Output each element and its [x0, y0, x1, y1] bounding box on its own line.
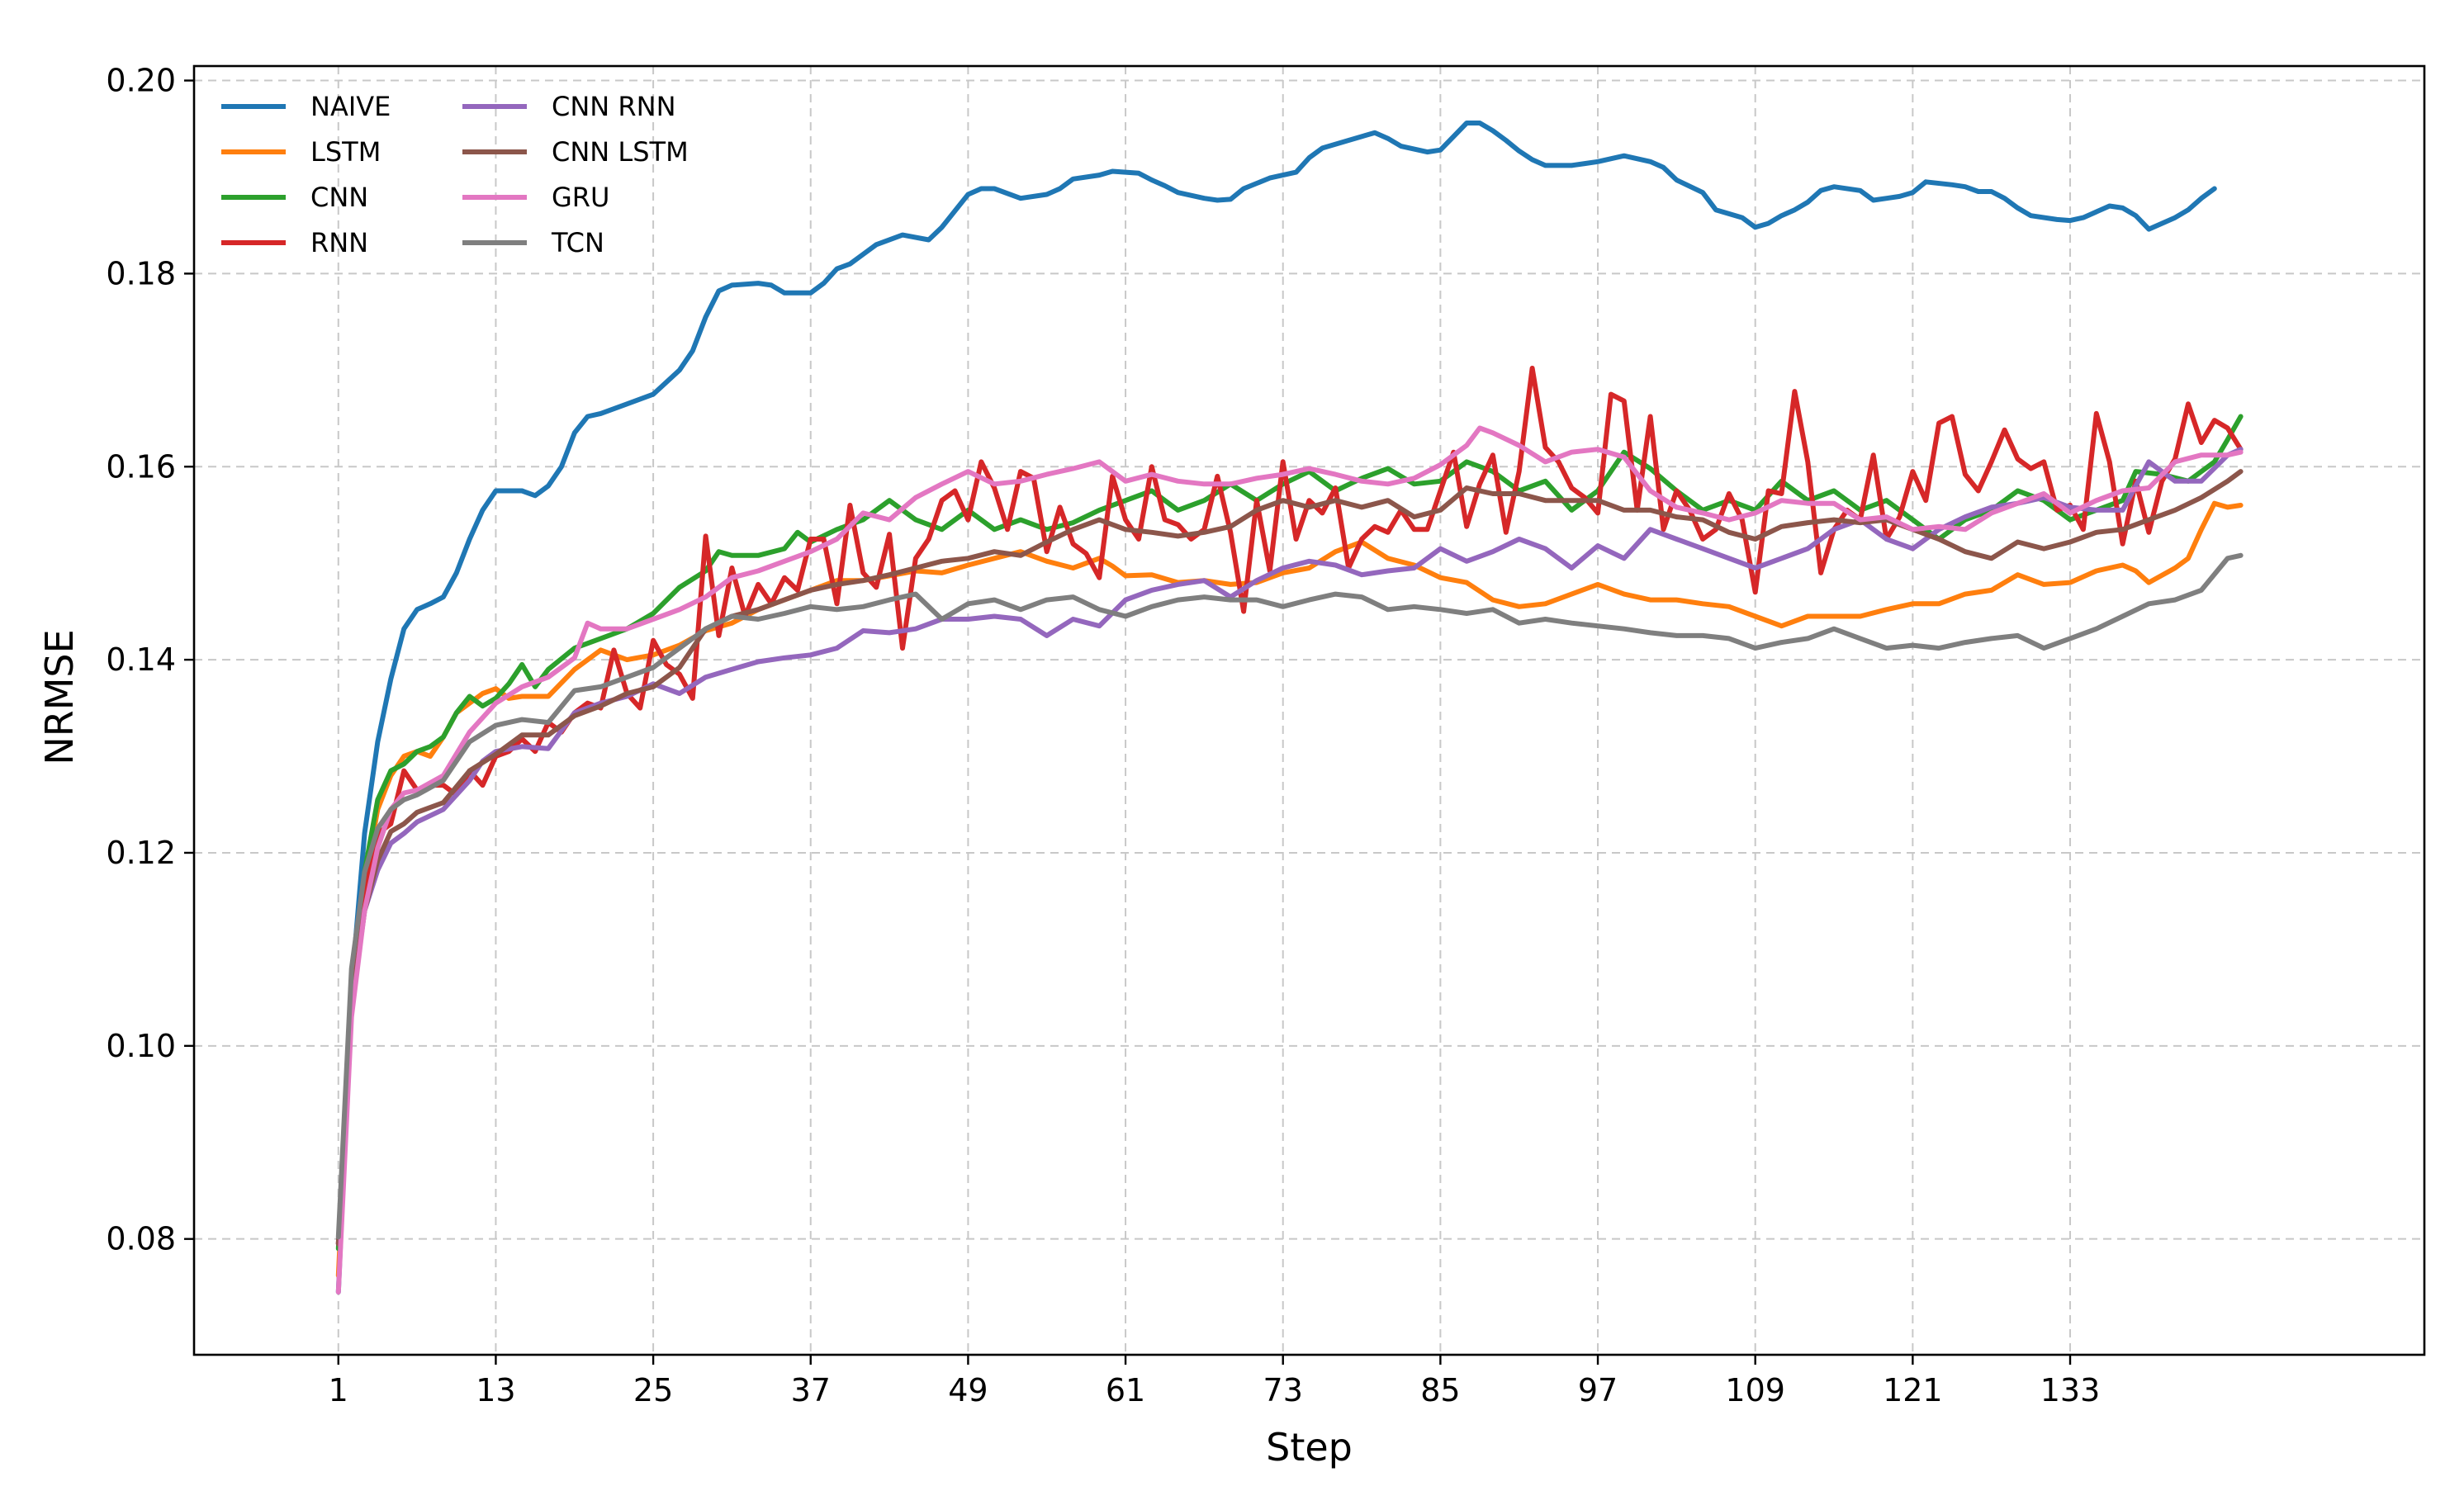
series-line-tcn: [335, 552, 2244, 1240]
legend-label-rnn: RNN: [310, 227, 368, 258]
x-tick-label: 25: [633, 1372, 673, 1408]
series-line-gru: [335, 425, 2244, 1295]
y-axis-title: NRMSE: [37, 629, 82, 764]
legend: NAIVE LSTM CNN RNN CNN RNN CNN LSTM GRU TCN: [221, 91, 689, 258]
x-tick-label: 133: [2040, 1372, 2101, 1408]
x-tick-label: 85: [1420, 1372, 1460, 1408]
x-tick-label: 61: [1106, 1372, 1145, 1408]
x-tick-label: 109: [1725, 1372, 1785, 1408]
x-tick-label: 13: [476, 1372, 515, 1408]
plot-frame: [192, 64, 2426, 1356]
legend-label-naive: NAIVE: [310, 91, 391, 122]
y-tick-label: 0.18: [106, 255, 176, 291]
series-line-naive: [335, 121, 2217, 1295]
y-tick-label: 0.12: [106, 835, 176, 871]
y-tick-label: 0.14: [106, 641, 176, 678]
legend-label-lstm: LSTM: [310, 136, 381, 168]
x-tick-label: 73: [1263, 1372, 1303, 1408]
legend-label-cnn-rnn: CNN RNN: [552, 91, 676, 122]
x-tick-label: 121: [1883, 1372, 1943, 1408]
legend-label-cnn-lstm: CNN LSTM: [552, 136, 689, 168]
series-line-cnn-lstm: [335, 469, 2244, 1247]
axis-ticks: 1 13 25 37 49 61 73 85 97 109 121 133 0.08 0.10 0.12 0.…: [106, 63, 2100, 1408]
y-tick-label: 0.08: [106, 1221, 176, 1257]
x-tick-label: 37: [791, 1372, 831, 1408]
x-tick-label: 49: [948, 1372, 988, 1408]
y-tick-label: 0.10: [106, 1028, 176, 1064]
series-lines: [335, 121, 2244, 1295]
x-tick-label: 1: [329, 1372, 348, 1408]
y-tick-label: 0.20: [106, 63, 176, 99]
legend-label-cnn: CNN: [310, 182, 368, 213]
y-tick-label: 0.16: [106, 448, 176, 485]
x-tick-label: 97: [1578, 1372, 1618, 1408]
series-line-cnn: [335, 414, 2244, 1252]
x-axis-title: Step: [1266, 1425, 1353, 1470]
legend-label-gru: GRU: [552, 182, 609, 213]
series-line-lstm: [335, 500, 2244, 1279]
legend-label-tcn: TCN: [551, 227, 604, 258]
